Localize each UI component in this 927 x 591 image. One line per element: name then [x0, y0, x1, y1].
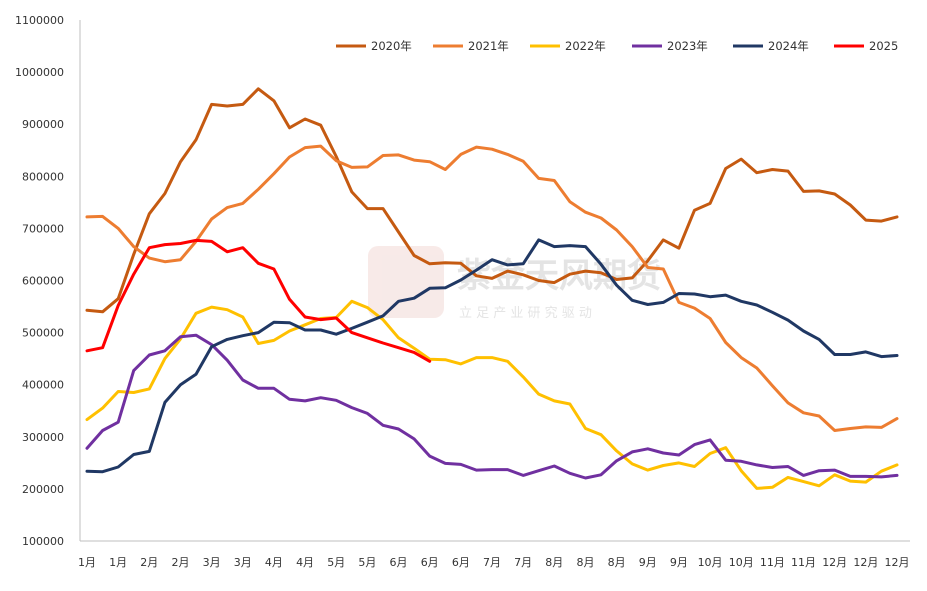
x-tick-label: 4月: [265, 556, 283, 569]
y-tick-label: 400000: [22, 379, 64, 392]
y-tick-label: 800000: [22, 170, 64, 183]
y-tick-label: 700000: [22, 222, 64, 235]
x-tick-label: 5月: [327, 556, 345, 569]
x-tick-label: 2月: [171, 556, 189, 569]
legend: 2020年 2021年 2022年 2023年 2024年 2025: [336, 39, 898, 53]
y-tick-label: 1000000: [15, 66, 64, 79]
x-tick-label: 8月: [608, 556, 626, 569]
y-tick-label: 900000: [22, 118, 64, 131]
x-tick-label: 5月: [358, 556, 376, 569]
x-tick-label: 11月: [760, 556, 785, 569]
y-tick-label: 1100000: [15, 14, 64, 27]
x-tick-label: 12月: [822, 556, 847, 569]
x-tick-label: 8月: [545, 556, 563, 569]
x-tick-label: 6月: [421, 556, 439, 569]
y-tick-label: 500000: [22, 327, 64, 340]
y-tick-label: 600000: [22, 275, 64, 288]
series-line-2: [85, 144, 899, 432]
x-tick-label: 4月: [296, 556, 314, 569]
watermark: 紫金天风期货 立 足 产 业 研 究 驱 动: [368, 246, 661, 321]
watermark-title: 紫金天风期货: [457, 256, 661, 296]
x-tick-label: 11月: [791, 556, 816, 569]
x-tick-label: 12月: [885, 556, 910, 569]
x-tick-label: 9月: [670, 556, 688, 569]
x-tick-label: 10月: [729, 556, 754, 569]
series-line-4: [85, 333, 899, 480]
legend-label: 2020年: [371, 39, 412, 53]
x-tick-label: 12月: [853, 556, 878, 569]
series-lines: [85, 87, 899, 490]
x-tick-label: 10月: [698, 556, 723, 569]
x-tick-label: 7月: [514, 556, 532, 569]
x-tick-label: 1月: [109, 556, 127, 569]
watermark-seal: [368, 246, 444, 318]
y-axis-ticks: 100000 200000 300000 400000 500000 600000 7000…: [15, 14, 64, 548]
legend-label: 2021年: [468, 39, 509, 53]
x-tick-label: 6月: [452, 556, 470, 569]
x-tick-label: 3月: [234, 556, 252, 569]
x-tick-label: 3月: [203, 556, 221, 569]
y-tick-label: 100000: [22, 535, 64, 548]
series-line-1: [85, 87, 899, 314]
x-tick-label: 1月: [78, 556, 96, 569]
legend-label: 2024年: [768, 39, 809, 53]
legend-label: 2022年: [565, 39, 606, 53]
x-tick-label: 7月: [483, 556, 501, 569]
y-tick-label: 200000: [22, 483, 64, 496]
series-line-6: [85, 238, 432, 363]
x-tick-label: 6月: [390, 556, 408, 569]
x-tick-label: 2月: [140, 556, 158, 569]
x-axis-ticks: 1月 1月 2月 2月 3月 3月 4月 4月 5月 5月 6月 6月 6月 7月 7月 8月 8月 8月 9月 9月…: [78, 556, 910, 569]
series-line-3: [85, 299, 899, 490]
y-tick-label: 300000: [22, 431, 64, 444]
legend-label: 2023年: [667, 39, 708, 53]
watermark-subtitle: 立 足 产 业 研 究 驱 动: [459, 306, 592, 321]
x-tick-label: 9月: [639, 556, 657, 569]
x-tick-label: 8月: [576, 556, 594, 569]
series-line-5: [85, 238, 899, 474]
legend-label: 2025: [869, 39, 898, 53]
